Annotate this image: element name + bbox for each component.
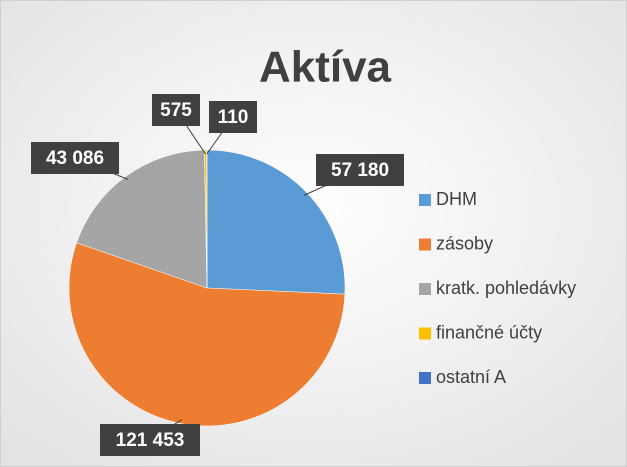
data-label: 110 [218,107,249,128]
pie-slice [206,149,346,295]
legend-label: DHM [436,189,477,209]
legend-swatch [419,194,431,206]
data-label: 57 180 [331,160,389,181]
label-box [316,154,404,186]
legend-swatch [419,372,431,384]
legend-swatch [419,327,431,340]
data-label: 43 086 [46,148,104,169]
chart-title: Aktíva [259,43,392,92]
legend-label: kratk. pohledávky [436,278,576,298]
legend-label: finančné účty [436,322,542,342]
legend-label: zásoby [436,233,493,253]
data-label: 575 [160,100,192,121]
legend-label: ostatní A [436,367,506,387]
legend-swatch [419,238,431,251]
label-box [100,424,200,456]
label-box [209,101,257,133]
pie-slice [68,242,346,427]
label-box [31,142,119,174]
label-box [152,94,200,126]
data-label: 121 453 [116,430,185,451]
legend-swatch [419,283,431,295]
pie-slice [76,149,208,289]
